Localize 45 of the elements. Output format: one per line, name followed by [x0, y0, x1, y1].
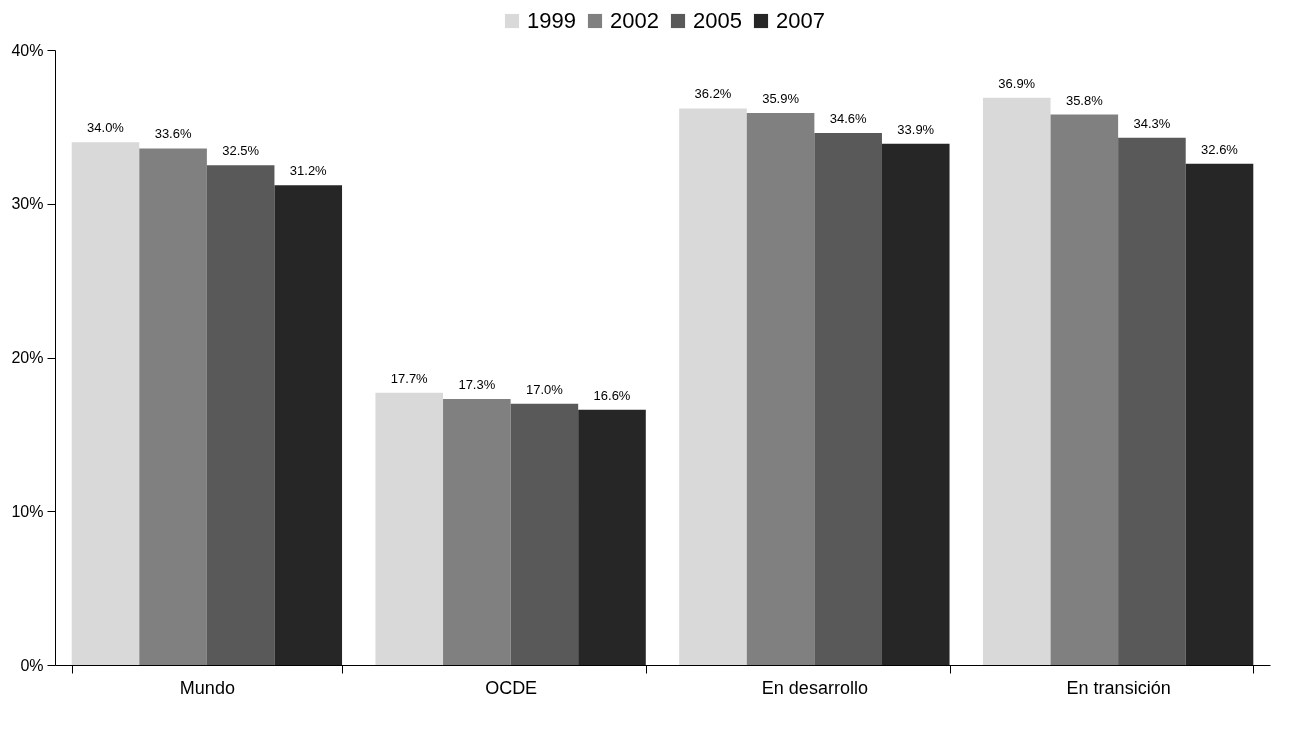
bar [578, 409, 646, 665]
bar [510, 403, 579, 665]
data-label: 17.0% [525, 381, 564, 397]
y-tick-label: 10% [11, 502, 44, 520]
data-label: 34.3% [1133, 115, 1171, 131]
bar [746, 113, 815, 665]
x-tick-label: Mundo [179, 677, 235, 698]
bar [139, 148, 207, 665]
x-tick-label: En desarrollo [761, 677, 868, 698]
data-label: 33.9% [897, 121, 935, 137]
data-label: 32.5% [222, 143, 260, 159]
x-tick-label: OCDE [485, 677, 538, 698]
data-label: 35.8% [1065, 92, 1104, 108]
data-label: 16.6% [593, 387, 631, 403]
x-tick-label: En transición [1066, 677, 1171, 698]
bar [982, 97, 1051, 665]
y-tick-label: 30% [11, 195, 44, 213]
bar [206, 165, 275, 665]
legend-label: 2002 [610, 8, 659, 33]
y-tick-label: 20% [11, 349, 44, 366]
y-tick-label: 0% [20, 656, 44, 674]
bar [881, 143, 950, 665]
bar [1185, 163, 1254, 665]
bar [375, 392, 444, 665]
bar [71, 142, 140, 665]
legend-label: 1999 [527, 8, 576, 33]
legend-label: 2007 [776, 8, 825, 33]
data-label: 17.3% [458, 377, 496, 393]
data-label: 31.2% [289, 163, 328, 179]
data-label: 36.9% [998, 75, 1036, 91]
bar [679, 108, 747, 665]
bar [274, 185, 343, 665]
data-label: 33.6% [154, 126, 192, 142]
legend-label: 2005 [693, 8, 742, 33]
bar [814, 133, 882, 665]
bar [1118, 137, 1186, 665]
bar [1050, 114, 1119, 665]
data-label: 35.9% [762, 91, 800, 107]
y-tick-label: 40% [11, 41, 44, 59]
data-label: 17.7% [390, 370, 429, 386]
bar [443, 399, 511, 665]
data-label: 34.6% [829, 111, 868, 127]
data-label: 36.2% [694, 86, 732, 102]
data-label: 34.0% [87, 120, 125, 136]
data-label: 32.6% [1201, 141, 1239, 157]
